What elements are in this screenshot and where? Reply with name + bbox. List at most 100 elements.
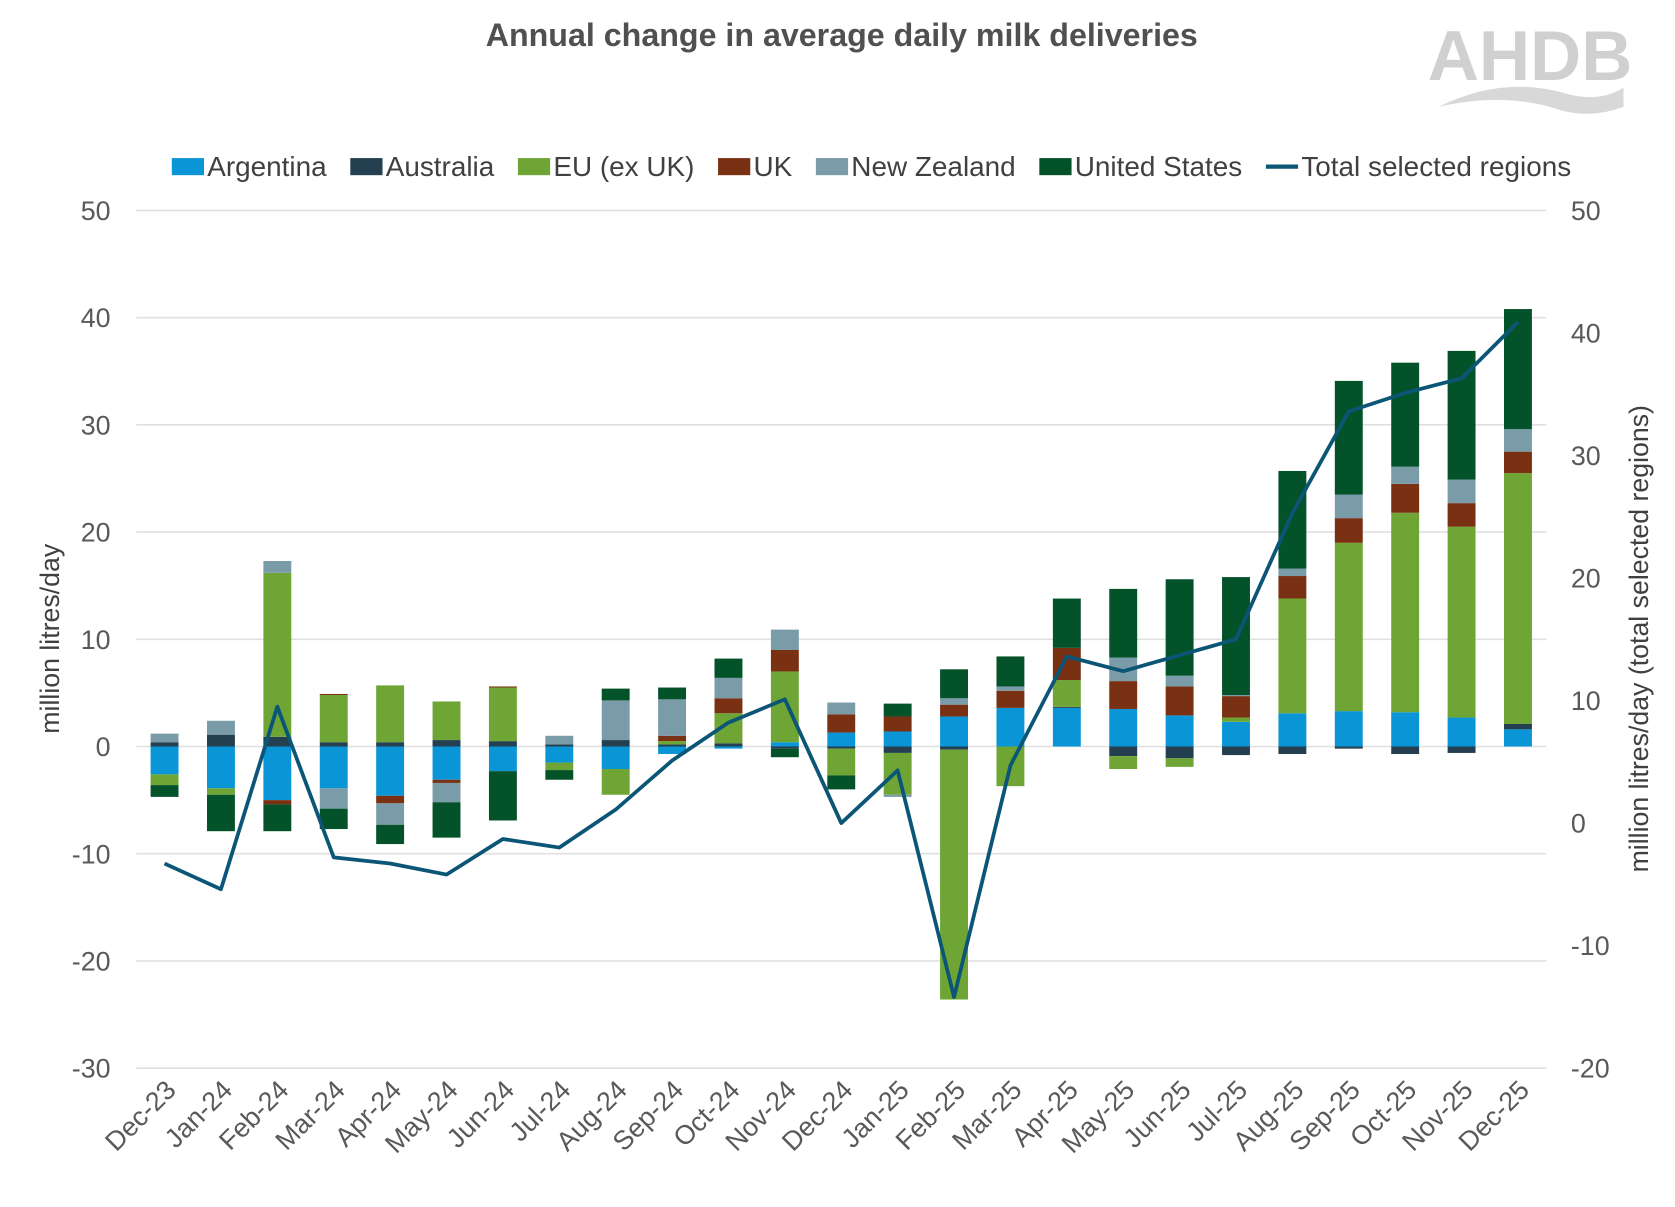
y-tick-label: 30 [81, 411, 111, 441]
bar-uk [319, 693, 348, 696]
y2-tick-label: -20 [1571, 1054, 1610, 1084]
total-line [163, 320, 1520, 999]
legend-swatch [718, 158, 751, 176]
total-selected-regions-line [163, 320, 1520, 999]
bar-united-states [263, 804, 292, 832]
bars [150, 309, 1532, 1000]
bar-australia [1447, 746, 1476, 753]
bar-australia [1109, 746, 1138, 757]
y2-tick-label: 50 [1571, 196, 1601, 226]
bar-uk [1278, 576, 1307, 599]
legend-item: Argentina [171, 151, 327, 182]
bar-australia [319, 742, 348, 747]
bar-united-states [488, 771, 517, 821]
bar-united-states [1391, 362, 1420, 467]
bar-uk [827, 714, 856, 733]
bar-uk [1109, 681, 1138, 709]
bar-eu-ex-uk [206, 788, 235, 795]
bar-uk [432, 779, 461, 783]
bar-new-zealand [1503, 429, 1532, 452]
legend-label: UK [753, 151, 792, 182]
bar-australia [658, 744, 687, 747]
bar-new-zealand [714, 677, 743, 699]
bar-new-zealand [658, 699, 687, 736]
bar-new-zealand [319, 788, 348, 809]
bar-eu-ex-uk [376, 685, 405, 743]
bar-new-zealand [150, 733, 179, 743]
bar-united-states [319, 808, 348, 830]
bar-argentina [1222, 721, 1250, 747]
bar-australia [883, 746, 912, 753]
y-tick-label: 0 [96, 732, 111, 762]
bar-eu-ex-uk [432, 701, 461, 741]
bar-argentina [263, 746, 292, 801]
bar-argentina [488, 746, 517, 772]
gridlines [136, 209, 1547, 1069]
bar-argentina [432, 746, 461, 780]
legend-label: Total selected regions [1301, 151, 1571, 182]
bar-argentina [1503, 729, 1532, 747]
y2-tick-label: 20 [1571, 564, 1601, 594]
bar-eu-ex-uk [658, 741, 687, 745]
bar-argentina [714, 746, 743, 749]
legend-label: New Zealand [851, 151, 1015, 182]
bar-australia [1503, 723, 1532, 730]
bar-eu-ex-uk [601, 769, 630, 795]
bar-australia [1391, 746, 1420, 755]
bar-uk [488, 686, 517, 688]
bar-uk [940, 704, 968, 717]
bar-eu-ex-uk [1278, 598, 1307, 714]
bar-new-zealand [206, 720, 235, 735]
bar-new-zealand [827, 702, 856, 715]
y2-tick-label: 0 [1571, 809, 1586, 839]
y2-axis-label: million litres/day (total selected regio… [1624, 405, 1654, 872]
bar-uk [883, 716, 912, 732]
bar-uk [1165, 686, 1194, 716]
bar-new-zealand [1447, 479, 1476, 504]
bar-australia [827, 746, 856, 749]
bar-united-states [883, 703, 912, 717]
bar-new-zealand [1391, 466, 1420, 484]
legend-label: United States [1075, 151, 1243, 182]
bar-argentina [1109, 708, 1138, 747]
bar-argentina [883, 731, 912, 747]
bar-argentina [206, 746, 235, 789]
bar-australia [601, 740, 630, 747]
x-tick-label: Dec-23 [99, 1075, 181, 1157]
bar-uk [996, 690, 1025, 708]
legend-item: Australia [350, 151, 495, 182]
bar-new-zealand [883, 794, 912, 797]
bar-argentina [1165, 715, 1194, 747]
bar-eu-ex-uk [1391, 512, 1420, 713]
bar-argentina [1447, 717, 1476, 747]
bar-uk [1447, 503, 1476, 527]
bar-new-zealand [996, 686, 1025, 691]
bar-eu-ex-uk [1109, 756, 1138, 770]
bar-uk [1391, 483, 1420, 513]
bar-united-states [1447, 350, 1476, 480]
y-tick-label: 10 [81, 625, 111, 655]
bar-australia [714, 743, 743, 747]
bar-argentina [658, 746, 687, 755]
bar-argentina [1278, 713, 1307, 747]
bar-united-states [432, 802, 461, 838]
legend-swatch [815, 158, 849, 176]
bar-united-states [714, 658, 743, 678]
y-axis-label: million litres/day [35, 543, 65, 734]
bar-new-zealand [770, 629, 799, 651]
bar-united-states [601, 688, 630, 701]
bar-argentina [1391, 712, 1420, 747]
y-tick-label: -10 [72, 839, 111, 869]
bar-australia [488, 741, 517, 747]
legend-swatch [171, 158, 205, 176]
x-axis: Dec-23Jan-24Feb-24Mar-24Apr-24May-24Jun-… [99, 1075, 1535, 1159]
bar-united-states [827, 775, 856, 790]
bar-australia [1222, 746, 1250, 756]
legend: Argentina Australia EU (ex UK) UK New Zealan… [171, 151, 1571, 182]
bar-eu-ex-uk [1334, 542, 1363, 712]
legend-item: UK [718, 151, 793, 182]
bar-australia [940, 746, 968, 750]
y2-tick-label: 10 [1571, 686, 1601, 716]
bar-uk [376, 795, 405, 804]
bar-united-states [376, 824, 405, 845]
